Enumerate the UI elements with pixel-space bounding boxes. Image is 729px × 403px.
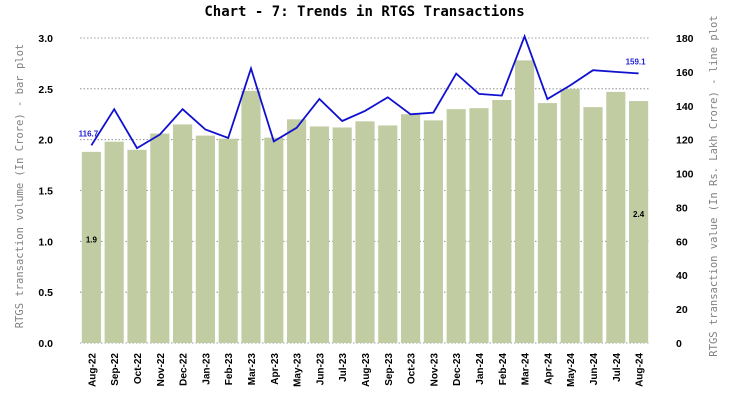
x-tick-label: Jul-24	[612, 353, 623, 382]
x-tick-label: May-23	[293, 353, 304, 387]
bar-Feb-23	[218, 138, 238, 343]
x-tick-label: Jul-23	[338, 353, 349, 382]
bar-Nov-23	[423, 120, 443, 343]
x-tick-label: Sep-22	[110, 353, 121, 386]
bar-May-23	[287, 119, 307, 343]
y-left-tick-label: 1.0	[38, 236, 53, 248]
bar-Nov-22	[150, 133, 170, 343]
y-right-tick-label: 80	[676, 202, 688, 214]
y-right-tick-label: 100	[676, 169, 694, 181]
y-left-tick-label: 0.0	[38, 338, 53, 350]
y-left-tick-label: 2.5	[38, 84, 53, 96]
chart-title: Chart - 7: Trends in RTGS Transactions	[204, 4, 524, 20]
bar-Aug-23	[355, 121, 375, 343]
x-tick-label: Oct-22	[133, 353, 144, 385]
y-left-tick-label: 2.0	[38, 135, 53, 147]
y-axis-left-title: RTGS transaction volume (In Crore) - bar…	[14, 44, 26, 328]
x-tick-label: Jun-23	[315, 353, 326, 386]
bar-Jun-23	[309, 126, 329, 343]
bar-Sep-22	[104, 141, 124, 343]
bar-Jan-24	[469, 108, 489, 344]
bar-Dec-22	[173, 124, 193, 344]
x-tick-label: Mar-23	[247, 353, 258, 386]
x-tick-label: Jan-23	[201, 353, 212, 385]
y-right-tick-label: 20	[676, 304, 688, 316]
bar-Mar-23	[241, 90, 261, 343]
bar-data-label: 2.4	[633, 210, 645, 219]
x-tick-label: Apr-23	[270, 353, 281, 385]
x-tick-label: Jan-24	[475, 353, 486, 385]
x-tick-label: Feb-24	[498, 353, 509, 386]
bar-Jan-23	[195, 135, 215, 343]
x-tick-label: Aug-23	[361, 353, 372, 387]
x-tick-label: Dec-22	[179, 353, 190, 386]
x-tick-label: Aug-24	[635, 353, 646, 387]
bar-Aug-22	[81, 151, 101, 343]
bar-Feb-24	[492, 100, 512, 344]
y-right-tick-label: 120	[676, 135, 694, 147]
y-right-tick-label: 60	[676, 236, 688, 248]
bar-Oct-22	[127, 149, 147, 343]
x-tick-label: Oct-23	[407, 353, 418, 385]
x-tick-label: Sep-23	[384, 353, 395, 386]
x-tick-label: Nov-23	[429, 353, 440, 387]
x-tick-label: Mar-24	[521, 353, 532, 386]
bar-Sep-23	[378, 125, 398, 343]
x-tick-label: Feb-23	[224, 353, 235, 386]
data-labels: 1.9 2.4 116.7 159.1	[79, 57, 647, 244]
y-axis-right-title: RTGS transaction value (In Rs. Lakh Cror…	[708, 15, 720, 356]
bar-Apr-24	[537, 103, 557, 343]
bar-Jul-23	[332, 127, 352, 343]
line-data-label: 116.7	[79, 129, 99, 138]
x-tick-label: Nov-22	[156, 353, 167, 387]
y-right-tick-label: 180	[676, 33, 694, 45]
bar-May-24	[560, 88, 580, 343]
y-right-tick-label: 0	[676, 338, 682, 350]
y-right-tick-label: 160	[676, 67, 694, 79]
bar-Aug-24	[629, 101, 649, 344]
x-tick-label: May-24	[566, 353, 577, 387]
axes: 0.0 0.5 1.0 1.5 2.0 2.5 3.0 0 20 40 60 80 100 120 140 1…	[38, 33, 693, 387]
bar-Jun-24	[583, 107, 603, 343]
bar-Jul-24	[606, 91, 626, 343]
bar-Apr-23	[264, 137, 284, 343]
bar-series	[81, 60, 649, 344]
x-tick-label: Apr-24	[543, 353, 554, 385]
line-series	[90, 33, 639, 150]
y-left-tick-label: 3.0	[38, 33, 53, 45]
x-tick-label: Jun-24	[589, 353, 600, 386]
bar-data-label: 1.9	[86, 235, 98, 244]
y-right-tick-label: 140	[676, 101, 694, 113]
y-right-tick-label: 40	[676, 270, 688, 282]
y-left-tick-label: 1.5	[38, 186, 53, 198]
y-left-tick-label: 0.5	[38, 287, 53, 299]
x-tick-label: Aug-22	[87, 353, 98, 387]
bar-Oct-23	[401, 114, 421, 343]
bar-Mar-24	[515, 60, 535, 343]
line-data-label: 159.1	[626, 57, 647, 66]
bar-Dec-23	[446, 109, 466, 344]
x-tick-label: Dec-23	[452, 353, 463, 386]
